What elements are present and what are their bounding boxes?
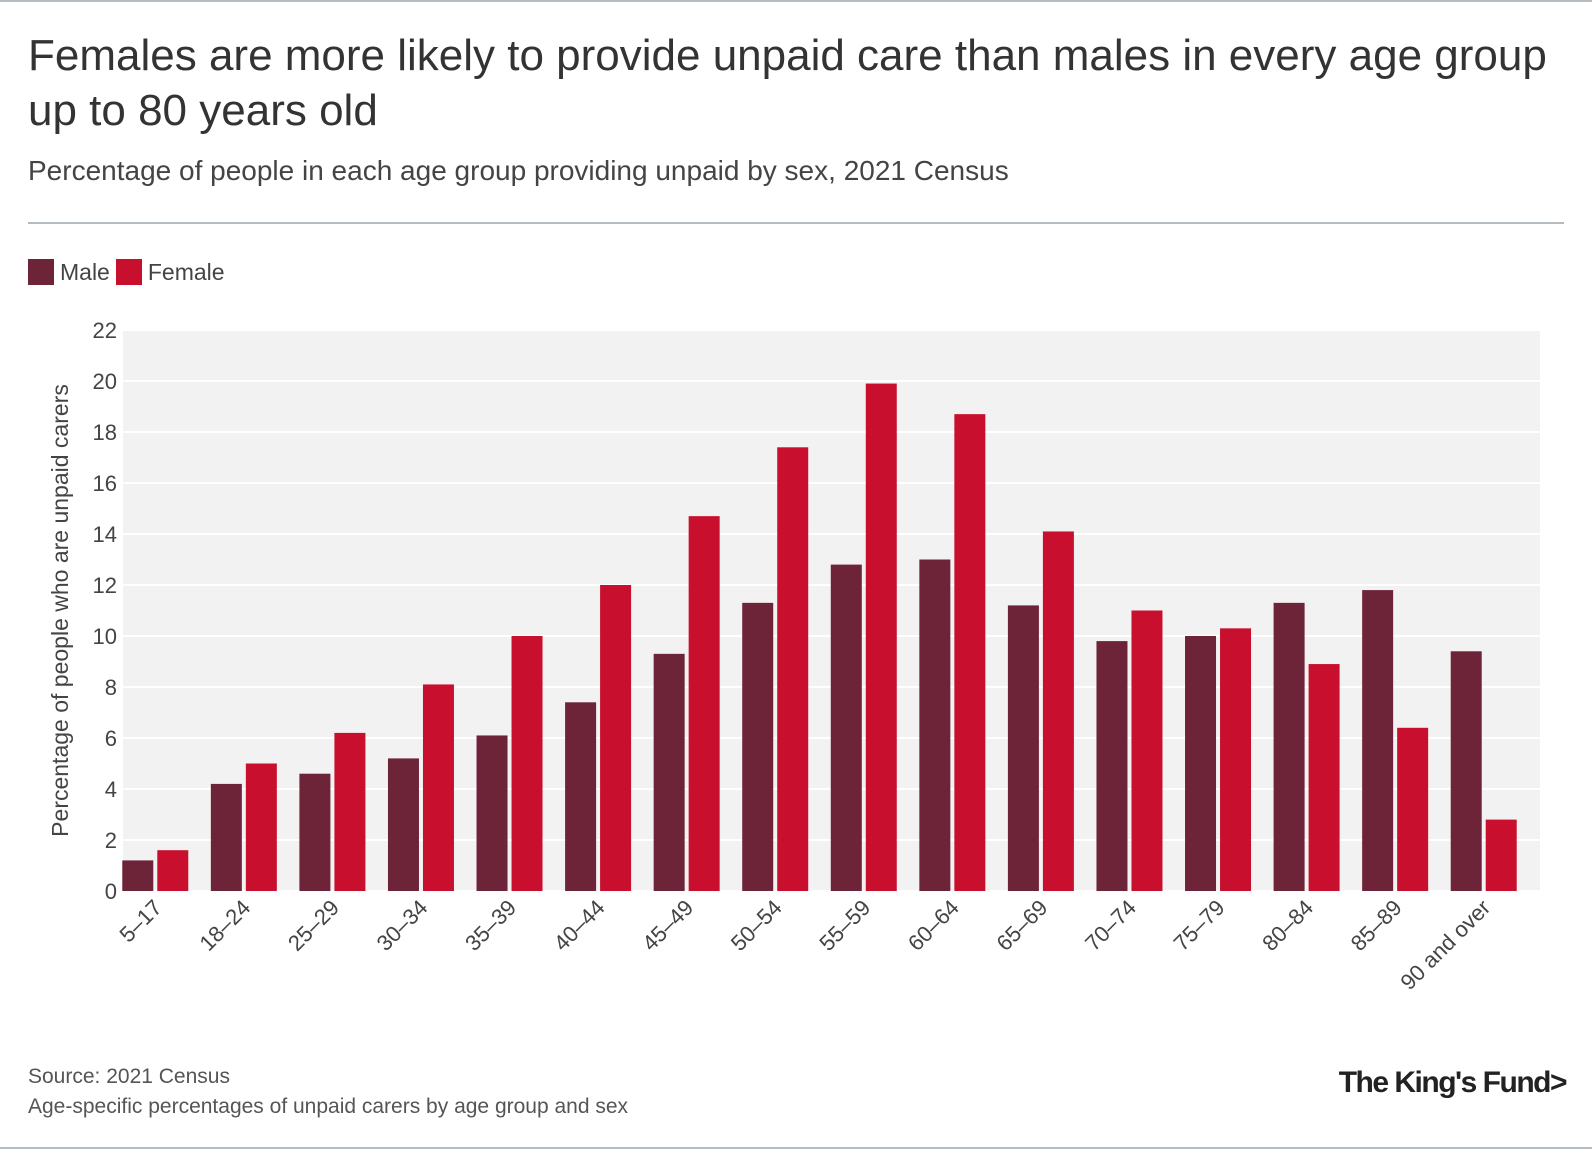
bar-male [742,602,774,891]
bar-male [565,702,597,891]
y-tick-label: 20 [93,369,117,394]
bar-male [387,758,419,891]
x-tick-label: 18–24 [194,895,255,956]
x-tick-label: 35–39 [460,895,521,956]
x-tick-label: 60–64 [903,895,964,956]
x-tick-label: 80–84 [1257,895,1318,956]
legend-label-female: Female [147,258,225,285]
legend-item-male[interactable]: Male [28,259,110,286]
legend-swatch-female [115,259,142,285]
bar-male [1096,641,1128,891]
footer-note: Age-specific percentages of unpaid carer… [28,1095,629,1118]
y-tick-label: 14 [93,522,117,547]
legend-label-male: Male [60,258,110,285]
chart-subtitle: Percentage of people in each age group p… [28,155,1009,186]
bar-male [1007,605,1039,891]
bar-female [865,383,897,891]
x-tick-label: 75–79 [1169,895,1230,956]
bar-female [1220,628,1252,891]
x-tick-label: 55–59 [814,895,875,956]
bar-female [334,732,366,891]
bar-chart: 0 2 4 6 8 10 12 14 16 18 20 22 Percentage of people … [47,318,1540,995]
bar-male [210,783,242,891]
y-tick-label: 8 [105,675,117,700]
legend: Male Female [28,258,231,286]
bar-male [653,653,685,891]
bottom-rule [0,1147,1592,1149]
x-tick-label: 30–34 [372,895,433,956]
x-tick-label: 50–54 [726,895,787,956]
header-divider [28,222,1564,224]
bar-female [1308,664,1340,891]
bar-male [919,559,951,891]
x-tick-label: 90 and over [1395,895,1495,995]
bar-female [688,516,720,891]
y-tick-label: 4 [105,777,117,802]
top-rule [0,0,1592,2]
x-tick-label: 40–44 [549,895,610,956]
bar-male [1362,590,1394,891]
x-tick-label: 5–17 [115,895,167,947]
legend-swatch-male [28,259,54,285]
chart-title: Females are more likely to provide unpai… [28,31,1547,135]
x-tick-label: 45–49 [637,895,698,956]
bar-female [157,850,189,891]
y-tick-label: 10 [93,624,117,649]
bar-female [422,684,454,891]
bar-female [600,585,632,891]
bar-female [1485,819,1517,891]
y-tick-label: 6 [105,726,117,751]
bar-male [122,860,154,891]
y-tick-label: 18 [93,420,117,445]
bar-female [954,414,986,891]
kings-fund-logo: The King's Fund> [1338,1066,1568,1099]
legend-item-female[interactable]: Female [115,258,225,286]
x-tick-label: 70–74 [1080,895,1141,956]
bar-female [1042,531,1074,891]
y-tick-label: 0 [105,879,117,904]
y-tick-label: 2 [105,828,117,853]
bar-male [1185,636,1217,891]
x-tick-label: 65–69 [991,895,1052,956]
bar-female [1131,610,1163,891]
bar-male [476,735,508,891]
bar-male [299,773,331,891]
x-tick-label: 25–29 [283,895,344,956]
bar-male [830,564,862,891]
y-tick-label: 12 [93,573,117,598]
bar-female [245,763,277,891]
bar-male [1273,602,1305,891]
x-tick-label: 85–89 [1346,895,1407,956]
bar-female [1397,727,1429,891]
y-tick-label: 22 [93,318,117,343]
bar-female [511,636,543,891]
footer-source: Source: 2021 Census [28,1065,230,1088]
bar-male [1450,651,1482,891]
y-axis-label: Percentage of people who are unpaid care… [47,384,73,837]
y-tick-label: 16 [93,471,117,496]
bar-female [777,447,809,891]
